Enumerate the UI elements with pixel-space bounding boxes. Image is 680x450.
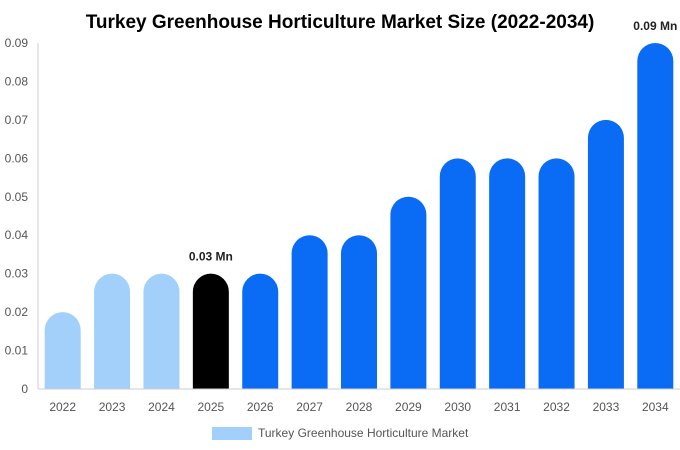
x-tick-label: 2022	[49, 400, 76, 414]
x-tick-label: 2023	[99, 400, 126, 414]
bar-2027	[291, 235, 328, 389]
y-tick-label: 0	[21, 382, 28, 396]
x-tick-label: 2030	[444, 400, 471, 414]
bar-2026	[242, 273, 279, 389]
y-tick-label: 0.06	[5, 151, 29, 165]
bar-2029	[390, 196, 427, 389]
bar-label-2025: 0.03 Mn	[189, 250, 233, 264]
bar-label-2034: 0.09 Mn	[633, 19, 677, 33]
bar-annotations: 0.03 Mn 0.09 Mn	[189, 19, 677, 264]
y-tick-label: 0.07	[5, 113, 29, 127]
legend-label: Turkey Greenhouse Horticulture Market	[258, 426, 469, 440]
y-tick-label: 0.09	[5, 36, 29, 50]
bar-2033	[587, 119, 624, 389]
chart-title: Turkey Greenhouse Horticulture Market Si…	[86, 12, 595, 33]
x-tick-label: 2027	[296, 400, 323, 414]
bar-2031	[489, 158, 526, 389]
x-tick-label: 2025	[197, 400, 224, 414]
x-tick-label: 2028	[346, 400, 373, 414]
bar-2028	[341, 235, 377, 389]
bar-2030	[439, 158, 476, 389]
y-tick-label: 0.05	[5, 190, 29, 204]
y-axis: 0 0.01 0.02 0.03 0.04 0.05 0.06 0.07 0.08 0.09	[5, 36, 39, 396]
x-tick-label: 2024	[148, 400, 175, 414]
bar-2034	[637, 43, 674, 389]
y-tick-label: 0.01	[5, 344, 29, 358]
x-tick-label: 2032	[543, 400, 570, 414]
legend: Turkey Greenhouse Horticulture Market	[212, 426, 469, 440]
y-tick-label: 0.08	[5, 74, 29, 88]
x-tick-label: 2033	[593, 400, 620, 414]
x-tick-label: 2031	[494, 400, 521, 414]
legend-swatch	[212, 427, 252, 440]
x-tick-label: 2026	[247, 400, 274, 414]
y-tick-label: 0.04	[5, 228, 29, 242]
bar-2024	[143, 273, 180, 389]
bar-2023	[94, 273, 131, 389]
y-tick-label: 0.03	[5, 267, 29, 281]
bar-2032	[538, 158, 575, 389]
bar-2025	[192, 273, 229, 389]
bar-2022	[44, 312, 81, 389]
x-tick-label: 2029	[395, 400, 422, 414]
x-axis: 2022 2023 2024 2025 2026 2027 2028 2029 2030 2031…	[38, 388, 680, 414]
bars	[44, 43, 674, 389]
x-tick-label: 2034	[642, 400, 669, 414]
y-tick-label: 0.02	[5, 305, 29, 319]
